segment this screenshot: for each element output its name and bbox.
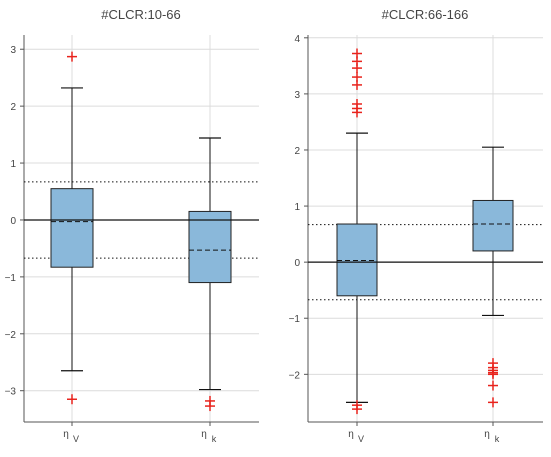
y-tick-label: −2 (289, 370, 301, 381)
box (472, 199, 514, 252)
y-tick-label: 0 (10, 216, 16, 227)
outlier-marker (488, 369, 498, 380)
y-tick-label: 2 (294, 146, 300, 157)
outlier-marker (352, 404, 362, 415)
y-tick-label: 4 (294, 34, 300, 45)
y-tick-label: −3 (5, 387, 17, 398)
x-tick-label: η (63, 429, 69, 440)
outlier-marker (488, 380, 498, 391)
box (50, 188, 94, 268)
x-tick-label: η (201, 429, 207, 440)
box (336, 223, 378, 297)
outlier-marker (352, 63, 362, 74)
x-tick-label-subscript: V (73, 434, 79, 444)
box (188, 210, 232, 284)
outlier-marker (488, 397, 498, 408)
x-tick-label: η (484, 429, 490, 440)
y-tick-label: 3 (10, 45, 16, 56)
x-tick-label-subscript: k (212, 434, 217, 444)
outlier-marker (352, 79, 362, 90)
y-tick-label: 0 (294, 258, 300, 269)
outlier-marker (205, 401, 215, 412)
y-tick-label: 3 (294, 90, 300, 101)
outlier-marker (352, 107, 362, 118)
x-tick-label: η (348, 429, 354, 440)
y-tick-label: 1 (294, 202, 300, 213)
y-tick-label: −2 (5, 330, 17, 341)
y-tick-label: 2 (10, 102, 16, 113)
x-tick-label-subscript: k (495, 434, 500, 444)
chart-title: #CLCR:10-66 (101, 7, 181, 22)
outlier-marker (67, 51, 77, 62)
y-tick-label: −1 (5, 273, 17, 284)
y-tick-label: −1 (289, 314, 301, 325)
x-tick-label-subscript: V (358, 434, 364, 444)
chart-title: #CLCR:66-166 (382, 7, 469, 22)
y-tick-label: 1 (10, 159, 16, 170)
outlier-marker (67, 394, 77, 405)
